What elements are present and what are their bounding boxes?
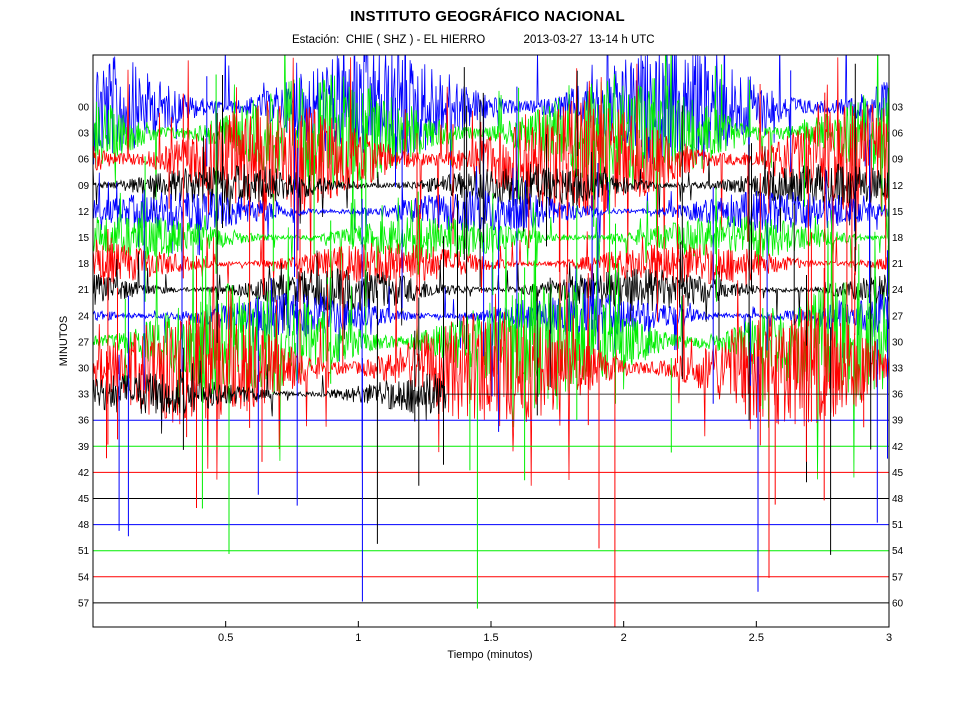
trace-30-33: [93, 237, 889, 486]
trace-6-9: [93, 57, 889, 298]
y-tick-left: 51: [78, 546, 90, 557]
y-tick-right: 30: [892, 337, 904, 348]
y-axis-right: 03 06 09 12 15 18 21 24 27 30 33 36 39 42 45 48 51 54 57 60: [892, 103, 904, 610]
y-tick-right: 03: [892, 103, 904, 114]
y-tick-left: 27: [78, 337, 90, 348]
page-title: INSTITUTO GEOGRÁFICO NACIONAL: [350, 8, 625, 25]
y-tick-left: 03: [78, 129, 90, 140]
y-tick-right: 33: [892, 364, 904, 375]
y-tick-right: 09: [892, 155, 904, 166]
y-tick-left: 30: [78, 364, 90, 375]
y-tick-right: 27: [892, 311, 904, 322]
y-tick-left: 57: [78, 598, 90, 609]
y-tick-left: 15: [78, 233, 90, 244]
y-tick-right: 42: [892, 442, 904, 453]
x-axis-label: Tiempo (minutos): [447, 649, 532, 661]
x-tick-label: 0.5: [218, 632, 233, 644]
y-tick-right: 39: [892, 416, 904, 427]
y-tick-left: 21: [78, 285, 90, 296]
trace-27-30: [93, 210, 889, 480]
y-tick-left: 33: [78, 390, 90, 401]
y-tick-right: 18: [892, 233, 904, 244]
trace-9-12: [93, 135, 889, 237]
y-tick-right: 57: [892, 572, 904, 583]
y-tick-right: 15: [892, 207, 904, 218]
trace-15-18: [93, 187, 889, 282]
trace-21-24: [93, 242, 889, 340]
x-tick-label: 2.5: [749, 632, 764, 644]
trace-18-21: [93, 231, 889, 294]
y-tick-left: 24: [78, 311, 90, 322]
y-tick-left: 42: [78, 468, 90, 479]
trace-12-15: [93, 165, 889, 256]
y-tick-left: 36: [78, 416, 90, 427]
station-line: Estación: CHIE ( SHZ ) - EL HIERRO 2013-…: [292, 34, 655, 46]
y-tick-left: 45: [78, 494, 90, 505]
y-tick-right: 54: [892, 546, 904, 557]
y-tick-left: 39: [78, 442, 90, 453]
y-tick-right: 51: [892, 520, 904, 531]
x-tick-label: 2: [621, 632, 627, 644]
trace-layer: [93, 55, 889, 627]
y-axis-left: 00 03 06 09 12 15 18 21 24 27 30 33 36 39 42 45 48 51 54 57: [78, 103, 90, 610]
datetime-label: 2013-03-27 13-14 h UTC: [523, 34, 655, 46]
x-tick-label: 1.5: [483, 632, 498, 644]
y-tick-left: 06: [78, 155, 90, 166]
y-tick-right: 48: [892, 494, 904, 505]
y-tick-left: 12: [78, 207, 90, 218]
trace-24-27: [93, 266, 889, 362]
trace-0-3: [93, 55, 889, 194]
x-tick-label: 1: [355, 632, 361, 644]
y-tick-left: 18: [78, 259, 90, 270]
y-tick-right: 60: [892, 598, 904, 609]
y-tick-right: 24: [892, 285, 904, 296]
y-tick-left: 54: [78, 572, 90, 583]
y-tick-left: 00: [78, 103, 90, 114]
trace-33-36: [93, 360, 889, 434]
y-tick-right: 12: [892, 181, 904, 192]
y-tick-left: 09: [78, 181, 90, 192]
y-tick-left: 48: [78, 520, 90, 531]
station-label: Estación:: [292, 34, 340, 46]
station-name: CHIE ( SHZ ) - EL HIERRO: [345, 34, 486, 46]
y-tick-right: 36: [892, 390, 904, 401]
x-tick-label: 3: [886, 632, 892, 644]
y-tick-right: 21: [892, 259, 904, 270]
y-tick-right: 06: [892, 129, 904, 140]
y-axis-label: MINUTOS: [58, 316, 70, 367]
y-tick-right: 45: [892, 468, 904, 479]
x-axis: 0.5 1 1.5 2 2.5 3: [218, 621, 892, 644]
